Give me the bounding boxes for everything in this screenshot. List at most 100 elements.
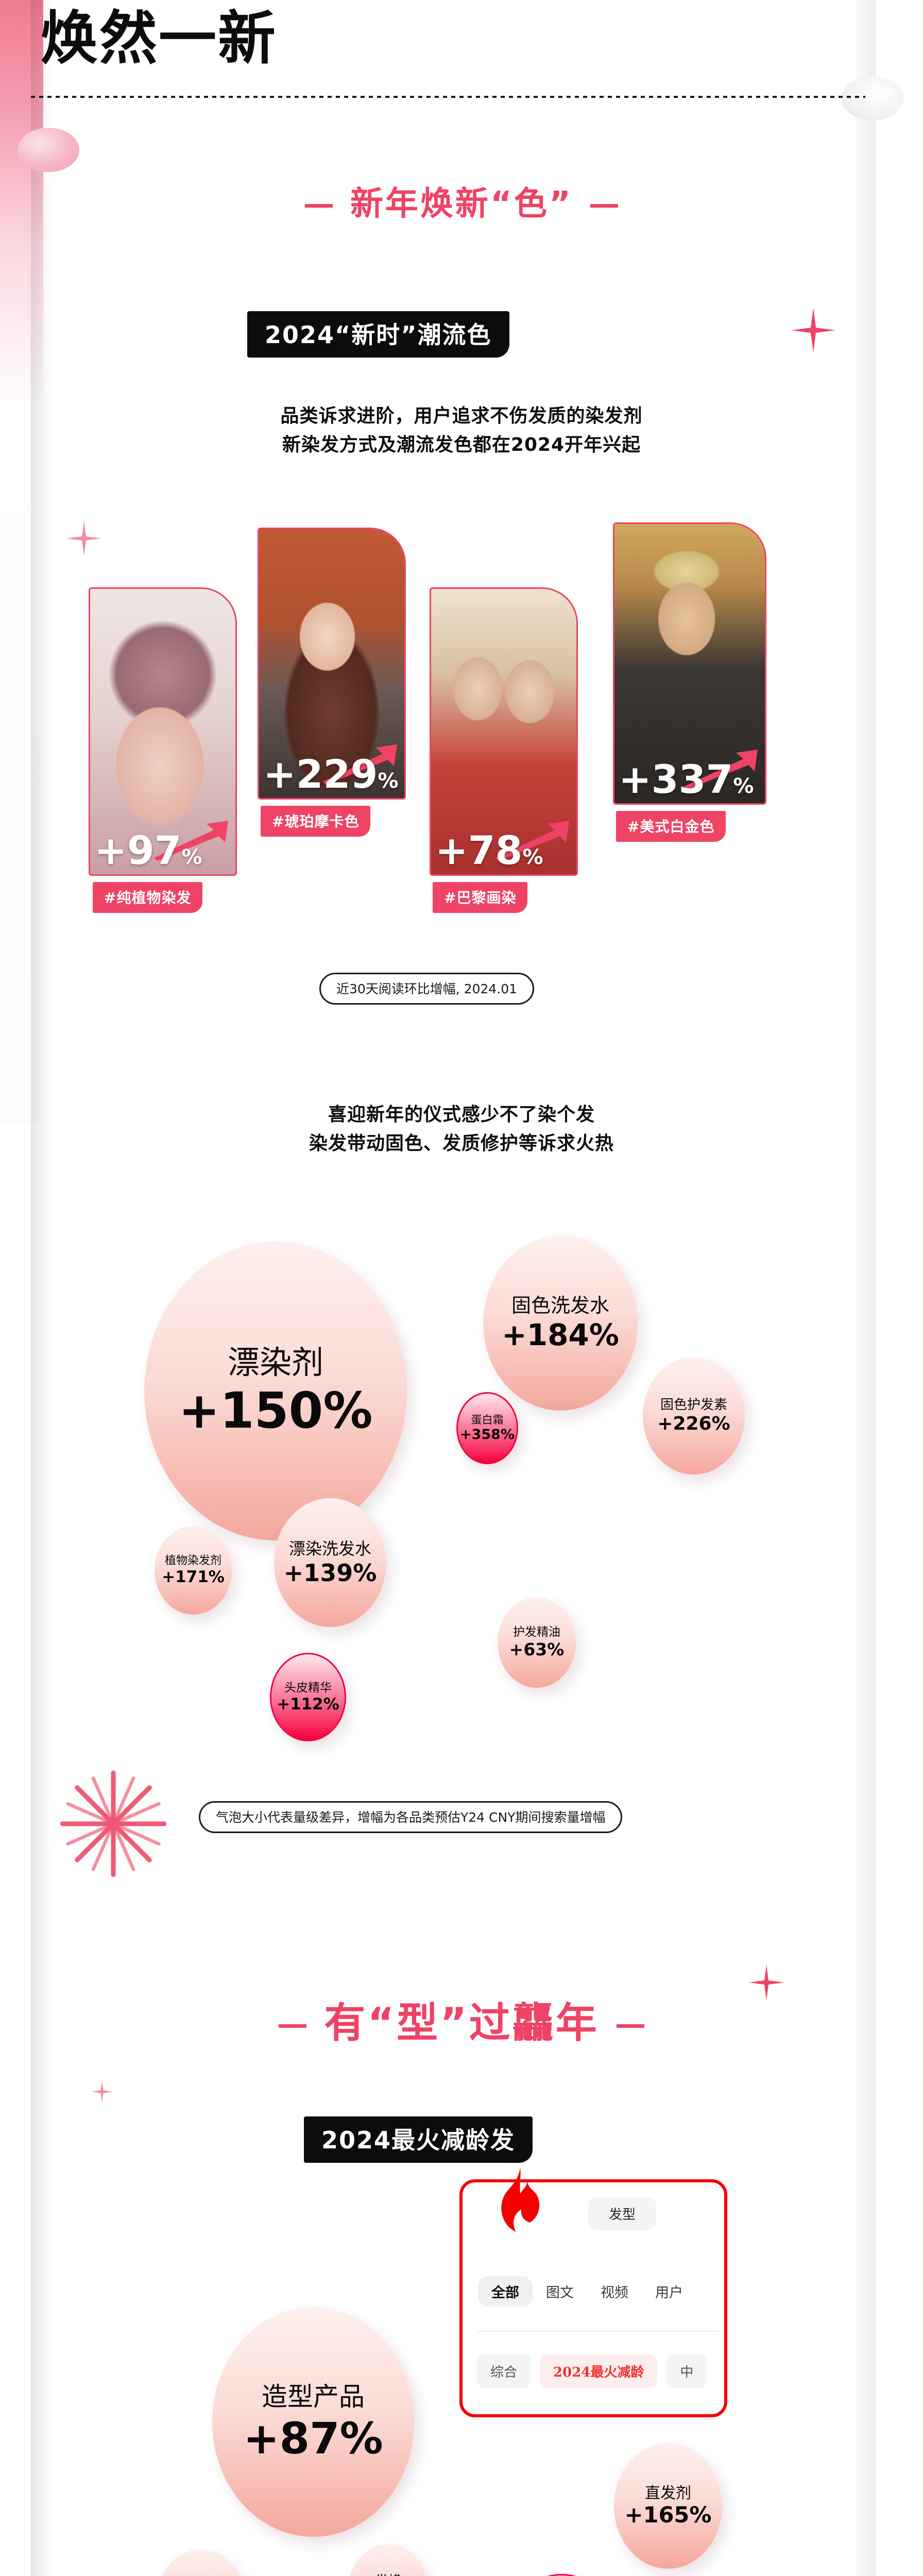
growth-arrow-icon [683, 750, 758, 790]
trend-card[interactable]: +337% [613, 522, 766, 805]
trend-card-photo [259, 529, 404, 798]
bubble-label: 漂染剂 [227, 1343, 323, 1381]
heading-dash-right [616, 2024, 644, 2028]
trend-card-percent-number: +78 [435, 827, 523, 873]
trend-card-percent: +337% [619, 760, 754, 799]
bubble-label: 植物染发剂 [164, 1554, 221, 1568]
tab-全部[interactable]: 全部 [478, 2276, 533, 2307]
trend-card[interactable]: +78% [430, 587, 578, 876]
bubble-value: +171% [162, 1568, 225, 1587]
chip-2024最火减龄[interactable]: 2024最火减龄 [540, 2354, 658, 2388]
bubble-label: 固色洗发水 [511, 1294, 609, 1317]
bubble-value: +139% [283, 1558, 377, 1587]
trend-card[interactable]: +229% [258, 528, 406, 800]
bubble-造型产品[interactable]: 造型产品 +87% [212, 2307, 414, 2537]
bubble-植物染发剂[interactable]: 植物染发剂 +171% [155, 1526, 232, 1615]
bubble-label: 护发精油 [513, 1625, 560, 1639]
tab-用户[interactable]: 用户 [655, 2285, 683, 2301]
growth-arrow-icon [323, 744, 397, 785]
right-rail-shadow [852, 0, 876, 2576]
left-knob-decoration [18, 128, 79, 172]
section2-copy-line1: 喜迎新年的仪式感少不了染个发 [328, 1104, 595, 1125]
bubble-发蜡[interactable]: 发蜡 +69% [348, 2544, 428, 2576]
trend-card-percent: +97% [94, 831, 202, 870]
trend-card-frame: +229% [258, 528, 406, 800]
tab-视频[interactable]: 视频 [601, 2285, 628, 2301]
bubble-value: +226% [657, 1413, 730, 1435]
heading-dash-right [590, 204, 619, 208]
trend-card-percent: +229% [263, 755, 398, 794]
search-filter-chips[interactable]: 综合 2024最火减龄 中 [477, 2354, 707, 2388]
trend-card-percent-symbol: % [378, 769, 399, 793]
bubble-label: 头皮精华 [284, 1681, 332, 1694]
heading-dash-left [279, 2024, 307, 2028]
bubble-直发剂[interactable]: 直发剂 +165% [614, 2443, 722, 2569]
growth-arrow-icon [495, 821, 569, 861]
growth-arrow-icon [154, 821, 228, 861]
bubble-漂染洗发水[interactable]: 漂染洗发水 +139% [274, 1498, 386, 1627]
section3-heading-text: 有“型”过龘年 [324, 1999, 599, 2047]
bubble-value: +165% [624, 2502, 712, 2529]
trend-card-frame: +337% [613, 522, 766, 805]
bubble-label: 发蜡 [375, 2573, 401, 2576]
bubble-头皮精华[interactable]: 头皮精华 +112% [270, 1653, 346, 1741]
trend-card-percent: +78% [435, 831, 543, 870]
section3-label: 2024最火减龄发 [304, 2116, 533, 2163]
search-tabs[interactable]: 全部 图文 视频 用户 [478, 2276, 696, 2307]
trend-card[interactable]: +97% [89, 587, 237, 876]
trend-card-percent-number: +97 [94, 827, 182, 873]
flame-icon [501, 2168, 540, 2232]
section2-note: 气泡大小代表量级差异，增幅为各品类预估Y24 CNY期间搜索量增幅 [199, 1801, 623, 1833]
sparkle-icon [91, 2080, 113, 2103]
chip-中[interactable]: 中 [666, 2354, 707, 2388]
trend-card-frame: +97% [89, 587, 237, 876]
left-gradient-rail [0, 0, 43, 412]
bubble-value: +87% [243, 2413, 383, 2464]
bubble-label: 蛋白霜 [471, 1413, 504, 1426]
tab-图文[interactable]: 图文 [546, 2285, 574, 2301]
bubble-value: +184% [502, 1317, 619, 1353]
bubble-固色洗发水[interactable]: 固色洗发水 +184% [483, 1235, 638, 1411]
heading-dash-left [304, 204, 333, 208]
section3-heading: 有“型”过龘年 [0, 1990, 923, 2049]
trend-card-frame: +78% [430, 587, 578, 876]
section1-heading: 新年焕新“色” [0, 177, 923, 225]
trend-card-tag[interactable]: #纯植物染发 [93, 882, 203, 913]
section1-label: 2024“新时”潮流色 [247, 311, 509, 358]
sparkle-icon [748, 1964, 784, 2001]
section1-copy-line1: 品类诉求进阶，用户追求不伤发质的染发剂 [280, 405, 643, 427]
bubble-value: +150% [178, 1382, 373, 1440]
bubble-护发精油[interactable]: 护发精油 +63% [498, 1597, 576, 1688]
left-rail-lower [0, 402, 43, 1123]
right-rail [876, 0, 923, 2576]
bubble-label: 造型产品 [262, 2382, 365, 2412]
dotted-divider [31, 96, 865, 98]
bubble-value: +63% [509, 1639, 565, 1659]
section1-note: 近30天阅读环比增幅, 2024.01 [319, 973, 535, 1005]
firework-burst-icon [60, 1770, 167, 1877]
bubble-蛋白霜[interactable]: 蛋白霜 +358% [456, 1392, 518, 1464]
section1-heading-text: 新年焕新“色” [350, 185, 573, 223]
bubble-label: 固色护发素 [660, 1397, 727, 1413]
bubble-value: +112% [277, 1694, 339, 1714]
sparkle-icon [66, 521, 101, 556]
sparkle-icon [791, 308, 835, 352]
chip-综合[interactable]: 综合 [477, 2354, 531, 2388]
trend-card-percent-number: +337 [619, 756, 733, 802]
trend-card-percent-symbol: % [733, 774, 754, 798]
section2-copy-line2: 染发带动固色、发质修护等诉求火热 [309, 1132, 614, 1154]
bubble-发泥[interactable]: 发泥 +163% [157, 2549, 245, 2576]
search-divider [477, 2331, 719, 2332]
bubble-发胶[interactable]: 发胶 +643% [499, 2574, 625, 2576]
bubble-固色护发素[interactable]: 固色护发素 +226% [643, 1357, 745, 1475]
search-input[interactable]: 发型 [588, 2197, 657, 2230]
trend-card-tag[interactable]: #巴黎画染 [433, 882, 528, 913]
trend-card-tag[interactable]: #美式白金色 [616, 811, 726, 842]
bubble-漂染剂[interactable]: 漂染剂 +150% [144, 1242, 407, 1540]
bubble-value: +358% [459, 1426, 515, 1443]
trend-card-photo [614, 524, 765, 803]
bubble-label: 漂染洗发水 [288, 1538, 371, 1558]
trend-card-tag[interactable]: #琥珀摩卡色 [261, 806, 371, 837]
bubble-label: 直发剂 [645, 2484, 691, 2502]
